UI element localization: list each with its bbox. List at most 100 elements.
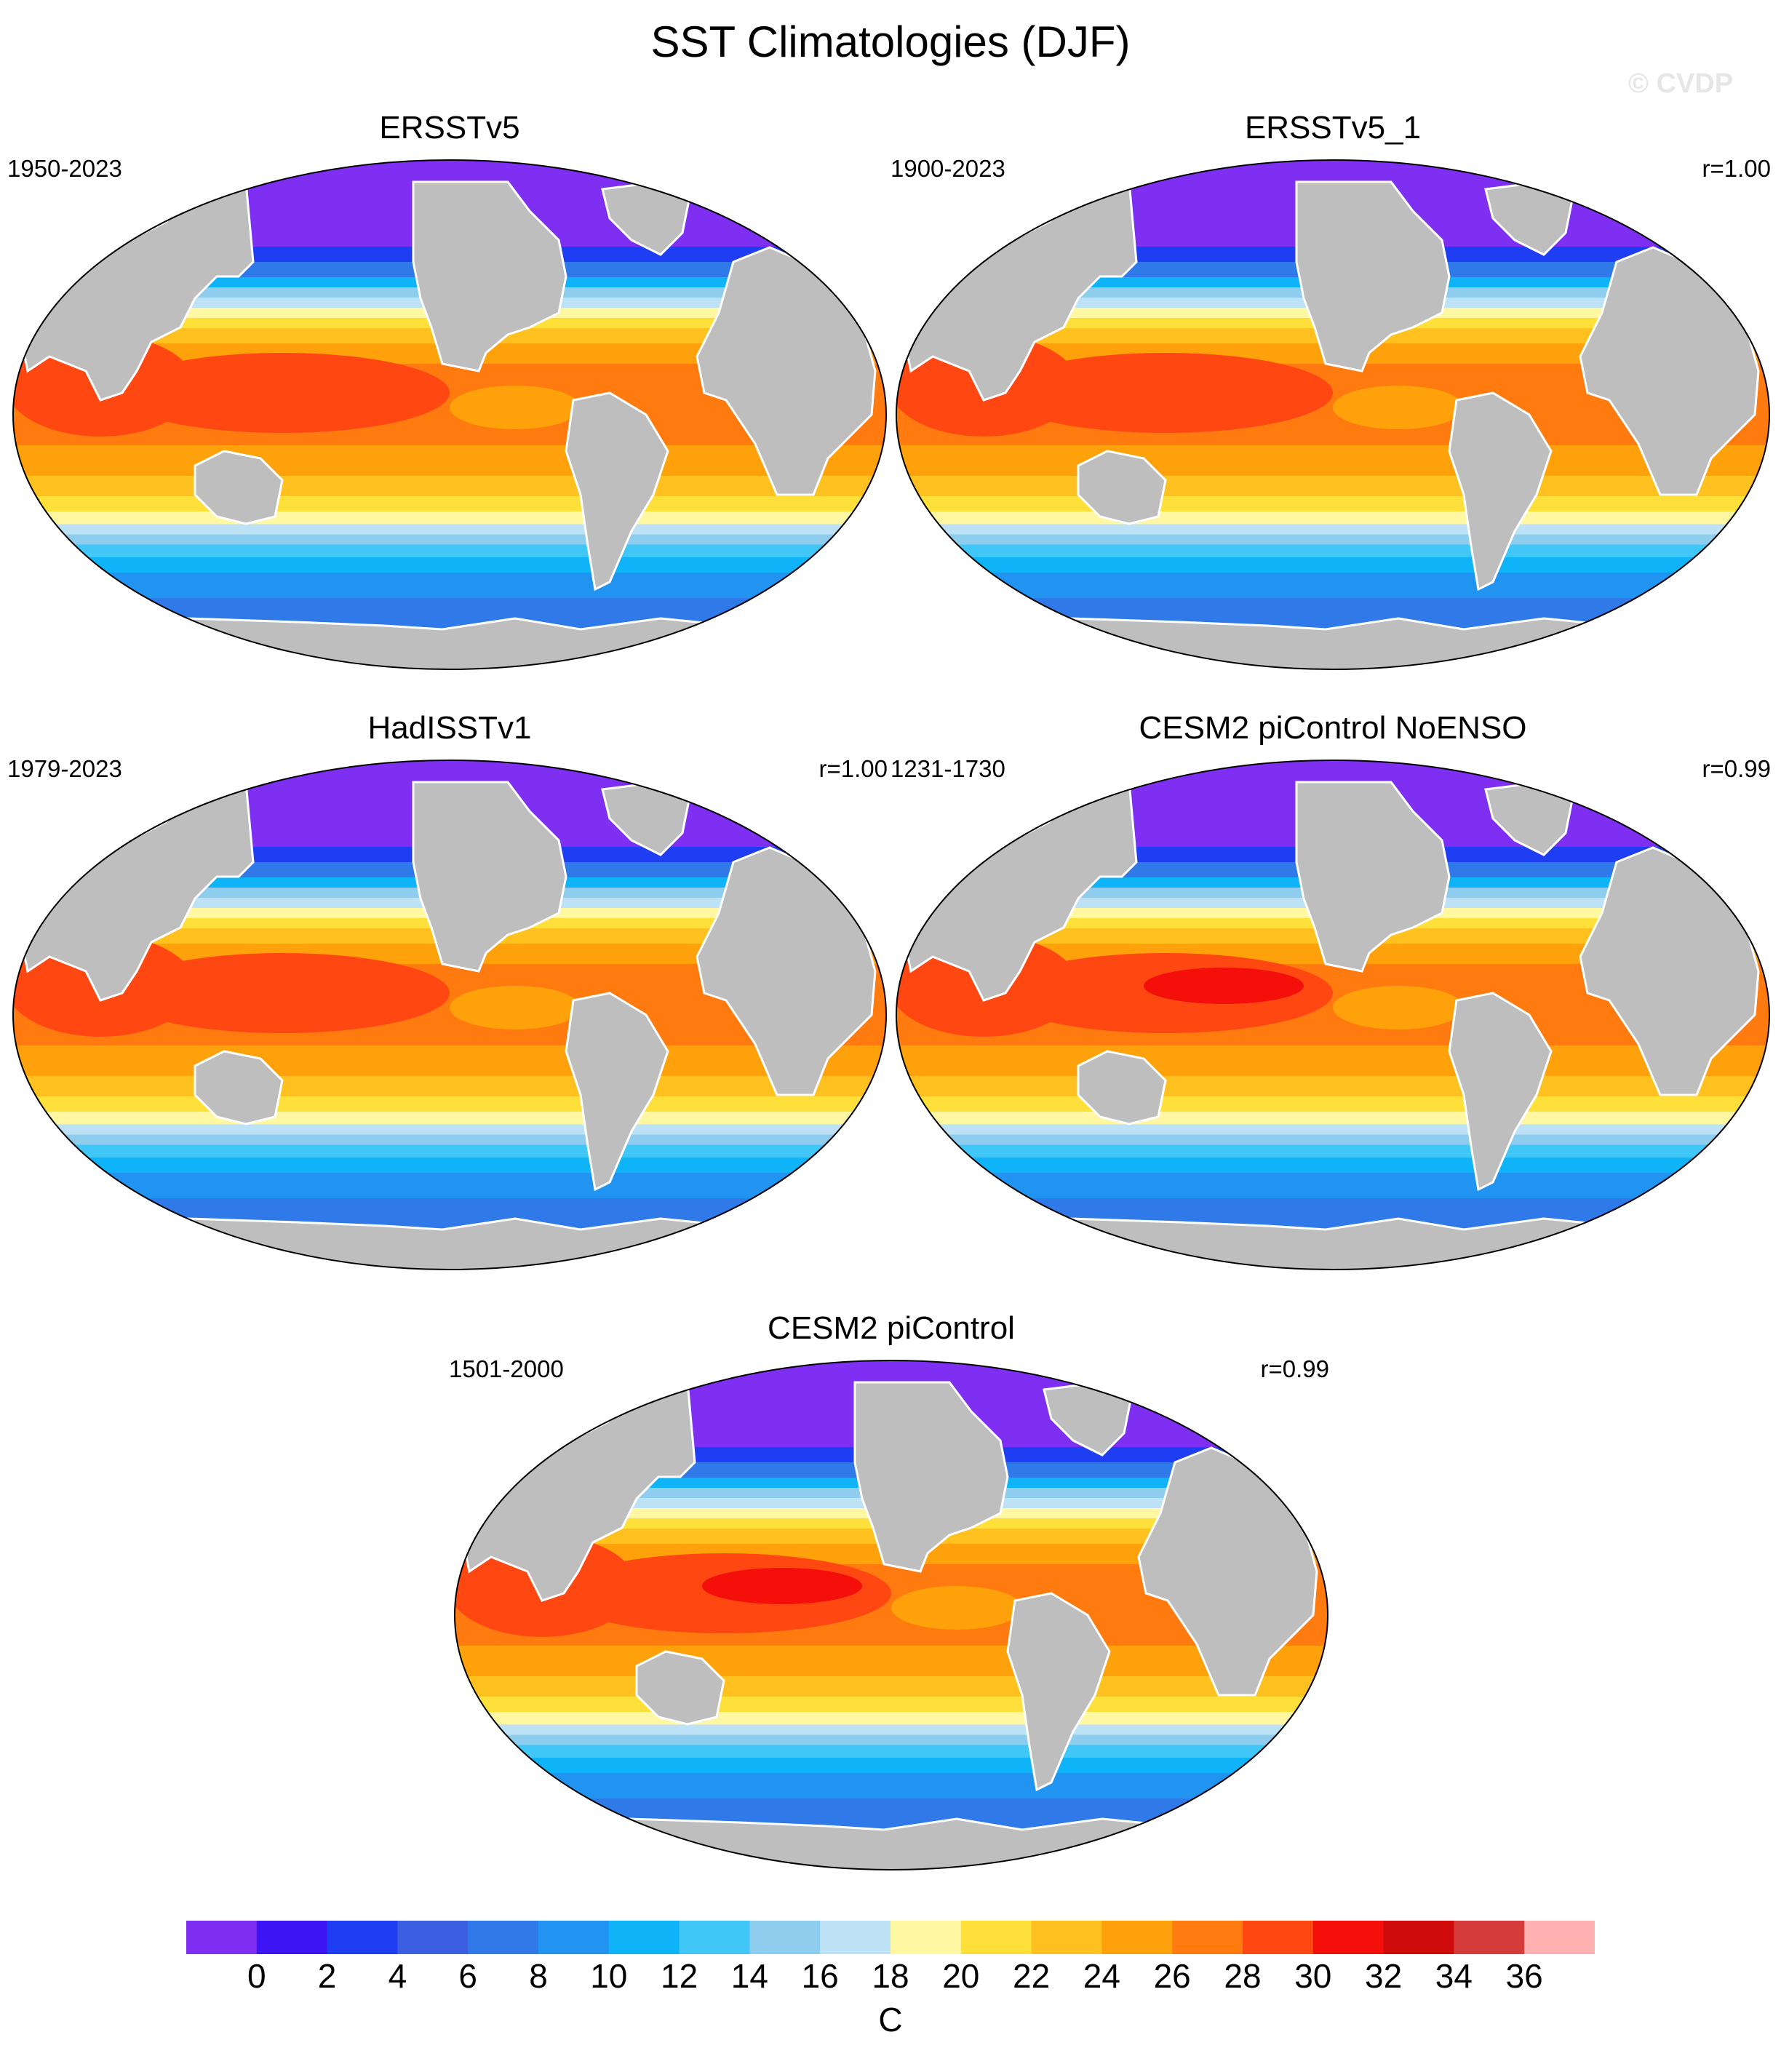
sst-band <box>896 1096 1769 1112</box>
sst-band <box>455 1734 1328 1746</box>
sst-band <box>896 1076 1769 1097</box>
sst-band <box>455 1697 1328 1713</box>
sst-band <box>896 557 1769 573</box>
map-panel-ersstv5-1: ERSSTv5_1 1900-2023 r=1.00 <box>889 109 1777 677</box>
colorbar <box>186 1921 1595 1954</box>
panel-correlation: r=0.99 <box>1260 1355 1330 1382</box>
colorbar-tick-label: 4 <box>388 1957 407 1995</box>
sst-band <box>13 1076 886 1097</box>
australia-land <box>194 450 284 525</box>
sst-band <box>455 1758 1328 1774</box>
south-america-land <box>565 992 669 1192</box>
colorbar-tick-label: 12 <box>661 1957 698 1995</box>
map-outline <box>12 159 887 670</box>
sst-band <box>13 557 886 573</box>
cold-tongue <box>1333 386 1464 429</box>
map-field <box>455 1360 1328 1870</box>
map-panel-hadisstv1: HadISSTv1 1979-2023 r=1.00 <box>6 709 893 1277</box>
colorbar-swatch <box>960 1921 1032 1954</box>
colorbar-swatch <box>890 1921 962 1954</box>
colorbar-swatch <box>397 1921 469 1954</box>
colorbar-tick-label: 6 <box>458 1957 477 1995</box>
figure-title: SST Climatologies (DJF) <box>650 17 1131 66</box>
australia-land <box>1077 1050 1167 1125</box>
colorbar-swatch <box>1172 1921 1243 1954</box>
colorbar-swatch <box>1031 1921 1102 1954</box>
sst-band <box>896 511 1769 525</box>
colorbar-swatch <box>1101 1921 1173 1954</box>
warm-pool <box>998 353 1333 433</box>
colorbar-swatch <box>608 1921 680 1954</box>
sst-band <box>13 1124 886 1136</box>
colorbar-tick-label: 24 <box>1083 1957 1120 1995</box>
panel-title: CESM2 piControl <box>768 1310 1015 1346</box>
sst-band <box>455 1773 1328 1799</box>
south-america-land <box>1448 992 1553 1192</box>
warm-pool <box>115 953 450 1033</box>
colorbar-tick-label: 32 <box>1365 1957 1403 1995</box>
sst-band <box>896 544 1769 558</box>
north-america-land <box>412 781 567 973</box>
australia-land <box>1077 450 1167 525</box>
sst-band <box>13 1173 886 1199</box>
sst-band <box>455 1724 1328 1736</box>
colorbar-tick-label: 0 <box>247 1957 266 1995</box>
colorbar-swatch <box>1312 1921 1384 1954</box>
sst-band <box>896 598 1769 629</box>
warm-pool-core <box>1144 968 1304 1004</box>
map-panel-cesm2-picontrol: CESM2 piControl 1501-2000 r=0.99 <box>447 1310 1335 1877</box>
colorbar-tick-label: 16 <box>801 1957 839 1995</box>
colorbar-swatch <box>186 1921 258 1954</box>
north-america-land <box>412 180 567 372</box>
sst-band <box>896 445 1769 477</box>
map-outline <box>896 159 1770 670</box>
colorbar-swatch <box>749 1921 821 1954</box>
colorbar-swatch <box>468 1921 539 1954</box>
sst-band <box>896 1144 1769 1158</box>
sst-band <box>896 534 1769 546</box>
sst-band <box>896 1124 1769 1136</box>
sst-band <box>13 496 886 512</box>
sst-map <box>896 760 1770 1270</box>
colorbar-tick-label: 8 <box>529 1957 548 1995</box>
sst-band <box>13 1198 886 1230</box>
colorbar-swatch <box>327 1921 398 1954</box>
colorbar-swatch <box>820 1921 891 1954</box>
sst-band <box>13 1157 886 1174</box>
sst-band <box>896 1134 1769 1146</box>
sst-band <box>13 573 886 599</box>
map-field <box>896 160 1769 669</box>
map-field <box>896 760 1769 1270</box>
cold-tongue <box>1333 986 1464 1029</box>
colorbar-swatch <box>1383 1921 1454 1954</box>
sst-band <box>455 1745 1328 1758</box>
sst-band <box>896 1173 1769 1199</box>
map-panel-ersstv5: ERSSTv5 1950-2023 <box>6 109 893 677</box>
sst-band <box>455 1676 1328 1697</box>
colorbar-tick-label: 10 <box>590 1957 628 1995</box>
panel-title: HadISSTv1 <box>367 710 532 746</box>
map-outline <box>896 760 1770 1270</box>
sst-map <box>454 1360 1328 1870</box>
colorbar-tick-label: 26 <box>1153 1957 1191 1995</box>
sst-band <box>455 1712 1328 1726</box>
sst-band <box>13 544 886 558</box>
north-america-land <box>1295 180 1451 372</box>
sst-band <box>455 1798 1328 1830</box>
sst-band <box>896 573 1769 599</box>
sst-band <box>13 476 886 497</box>
sst-band <box>13 524 886 535</box>
panel-title: ERSSTv5_1 <box>1244 110 1422 146</box>
panel-period: 1501-2000 <box>449 1355 564 1382</box>
sst-band <box>13 1112 886 1125</box>
south-america-land <box>1006 1592 1111 1792</box>
panel-correlation: r=1.00 <box>818 755 888 782</box>
colorbar-tick-label: 36 <box>1505 1957 1543 1995</box>
panel-title: CESM2 piControl NoENSO <box>1139 710 1527 746</box>
sst-map <box>12 760 887 1270</box>
colorbar-tick-label: 2 <box>317 1957 337 1995</box>
sst-band <box>13 598 886 629</box>
sst-band <box>896 1157 1769 1174</box>
cold-tongue <box>450 986 581 1029</box>
sst-band <box>455 1646 1328 1677</box>
